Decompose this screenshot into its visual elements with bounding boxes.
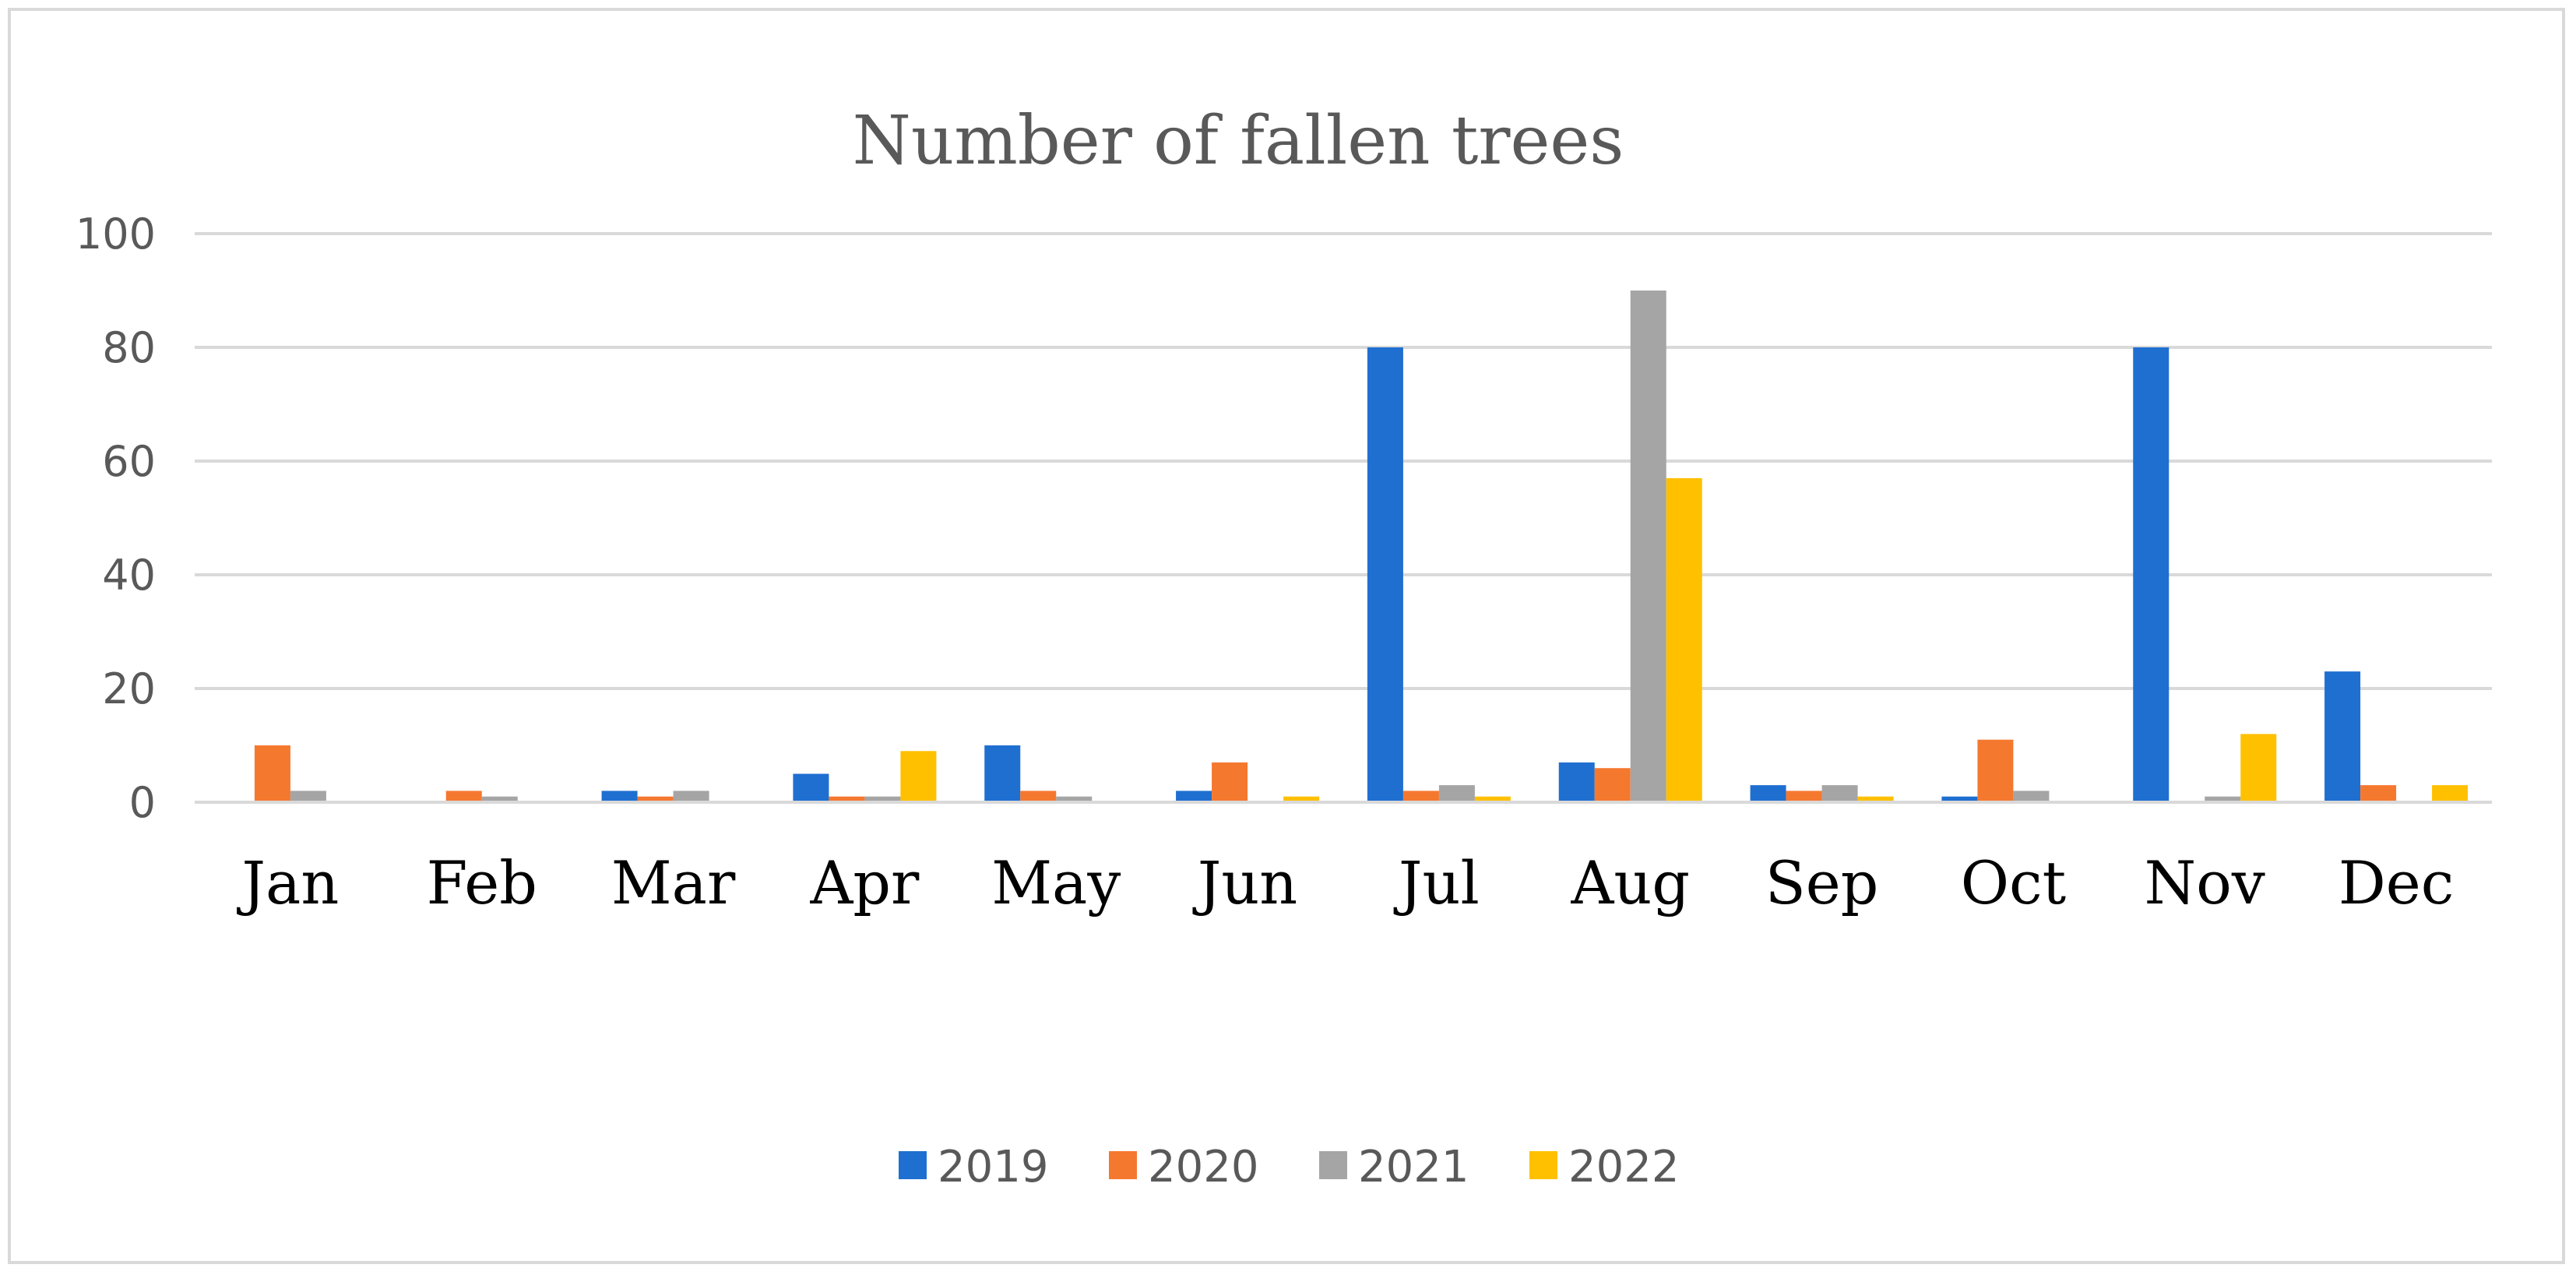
legend-item-2019: 2019 [899, 1142, 1049, 1192]
bar-2020-oct [1977, 739, 2014, 802]
x-axis-ticks: Jan Feb Mar Apr May Jun Jul Aug Sep Oct Nov Dec [237, 848, 2455, 918]
y-tick-label: 60 [102, 437, 156, 486]
bar-2022-apr [900, 751, 937, 802]
legend-label: 2020 [1148, 1142, 1259, 1192]
y-axis-ticks: 0 20 40 60 80 100 [76, 210, 156, 827]
bar-2022-jul [1474, 796, 1511, 802]
bar-2021-may [1056, 796, 1093, 802]
y-tick-label: 40 [102, 551, 156, 600]
y-tick-label: 20 [102, 664, 156, 713]
bar-2021-jul [1438, 785, 1475, 802]
legend-label: 2021 [1358, 1142, 1469, 1192]
legend-label: 2019 [938, 1142, 1049, 1192]
bar-2019-dec [2324, 671, 2361, 802]
legend-item-2021: 2021 [1319, 1142, 1469, 1192]
bar-2021-sep [1821, 785, 1858, 802]
legend-swatch [1109, 1151, 1137, 1179]
bar-2021-mar [673, 791, 709, 802]
legend-label: 2022 [1568, 1142, 1680, 1192]
bar-2020-may [1020, 791, 1057, 802]
x-tick-label: Sep [1765, 848, 1879, 918]
bar-2022-jun [1283, 796, 1320, 802]
bar-2021-aug [1630, 291, 1666, 802]
bar-2019-oct [1941, 796, 1978, 802]
x-tick-label: Nov [2145, 848, 2265, 918]
bar-2019-may [984, 745, 1021, 802]
bar-2021-nov [2205, 796, 2241, 802]
x-tick-label: Jun [1192, 848, 1297, 918]
bar-2021-jan [290, 791, 326, 802]
bar-2022-dec [2432, 785, 2469, 802]
x-tick-label: Aug [1571, 848, 1690, 918]
bar-2020-jun [1212, 762, 1248, 802]
bars [254, 291, 2469, 802]
bar-2020-feb [445, 791, 482, 802]
bar-2019-sep [1750, 785, 1786, 802]
legend-swatch [1319, 1151, 1347, 1179]
gridlines [195, 232, 2492, 690]
x-tick-label: Jan [237, 848, 340, 918]
x-tick-label: May [991, 848, 1121, 918]
legend-swatch [899, 1151, 927, 1179]
bar-2021-apr [864, 796, 901, 802]
bar-2020-apr [829, 796, 865, 802]
y-tick-label: 0 [129, 778, 156, 827]
legend-item-2020: 2020 [1109, 1142, 1259, 1192]
bar-2020-mar [637, 796, 674, 802]
bar-2019-mar [601, 791, 638, 802]
bar-2019-jun [1176, 791, 1212, 802]
bar-2019-aug [1558, 762, 1595, 802]
bar-2022-sep [1857, 796, 1894, 802]
legend-swatch [1529, 1151, 1557, 1179]
bar-2019-nov [2133, 347, 2170, 802]
x-tick-label: Apr [809, 848, 920, 918]
x-tick-label: Jul [1393, 848, 1480, 918]
bar-2021-feb [481, 796, 518, 802]
bar-2019-jul [1367, 347, 1403, 802]
y-tick-label: 80 [102, 323, 156, 372]
bar-2020-jul [1402, 791, 1439, 802]
x-tick-label: Feb [427, 848, 537, 918]
bar-2022-aug [1666, 477, 1702, 802]
bar-2022-nov [2240, 734, 2277, 802]
bar-2021-oct [2013, 791, 2050, 802]
bar-2019-apr [793, 773, 829, 802]
x-tick-label: Mar [611, 848, 736, 918]
x-tick-label: Oct [1961, 848, 2066, 918]
bar-2020-jan [254, 745, 290, 802]
legend-item-2022: 2022 [1529, 1142, 1680, 1192]
bar-2020-aug [1594, 768, 1631, 802]
bar-2020-dec [2360, 785, 2397, 802]
chart-title: Number of fallen trees [853, 102, 1624, 180]
bar-2020-sep [1786, 791, 1822, 802]
y-tick-label: 100 [76, 210, 156, 259]
legend: 2019 2020 2021 2022 [899, 1142, 1680, 1192]
x-tick-label: Dec [2338, 848, 2454, 918]
